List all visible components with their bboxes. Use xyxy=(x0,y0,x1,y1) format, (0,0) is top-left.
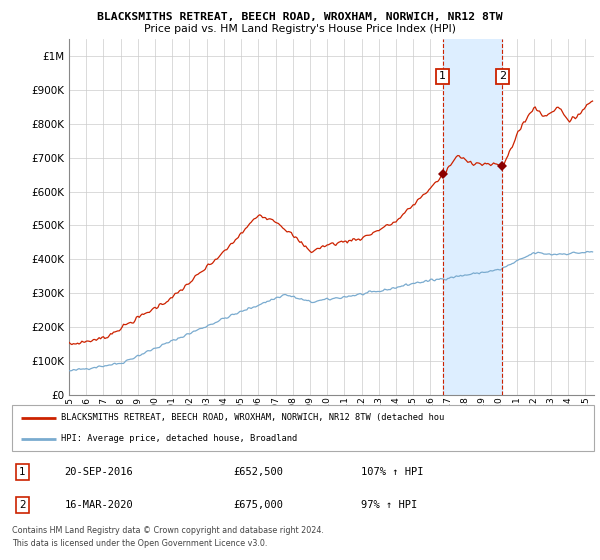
Text: 2: 2 xyxy=(499,72,506,81)
Text: BLACKSMITHS RETREAT, BEECH ROAD, WROXHAM, NORWICH, NR12 8TW (detached hou: BLACKSMITHS RETREAT, BEECH ROAD, WROXHAM… xyxy=(61,413,445,422)
Text: 20-SEP-2016: 20-SEP-2016 xyxy=(64,468,133,477)
Text: BLACKSMITHS RETREAT, BEECH ROAD, WROXHAM, NORWICH, NR12 8TW: BLACKSMITHS RETREAT, BEECH ROAD, WROXHAM… xyxy=(97,12,503,22)
FancyBboxPatch shape xyxy=(12,405,594,451)
Text: 1: 1 xyxy=(439,72,446,81)
Text: 2: 2 xyxy=(19,501,26,510)
Text: HPI: Average price, detached house, Broadland: HPI: Average price, detached house, Broa… xyxy=(61,435,298,444)
Text: 97% ↑ HPI: 97% ↑ HPI xyxy=(361,501,418,510)
Text: 107% ↑ HPI: 107% ↑ HPI xyxy=(361,468,424,477)
Text: £652,500: £652,500 xyxy=(233,468,283,477)
Text: This data is licensed under the Open Government Licence v3.0.: This data is licensed under the Open Gov… xyxy=(12,539,268,548)
Text: 16-MAR-2020: 16-MAR-2020 xyxy=(64,501,133,510)
Text: Contains HM Land Registry data © Crown copyright and database right 2024.: Contains HM Land Registry data © Crown c… xyxy=(12,526,324,535)
Text: 1: 1 xyxy=(19,468,26,477)
Text: £675,000: £675,000 xyxy=(233,501,283,510)
Text: Price paid vs. HM Land Registry's House Price Index (HPI): Price paid vs. HM Land Registry's House … xyxy=(144,24,456,34)
Bar xyxy=(443,39,502,395)
